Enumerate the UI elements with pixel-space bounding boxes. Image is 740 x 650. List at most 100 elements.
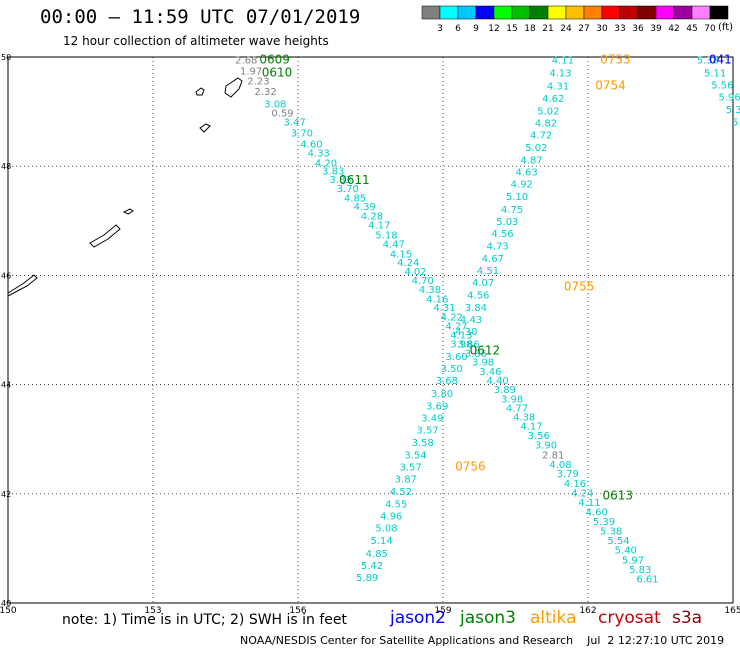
wave-height-point: 4.73 — [487, 241, 509, 252]
legend-swatch — [673, 5, 693, 20]
legend-swatch — [457, 5, 477, 20]
wave-height-point: 5.02 — [525, 143, 547, 154]
legend-tick-label: 42 — [668, 24, 679, 34]
y-tick-label: 50 — [1, 53, 11, 62]
coastline-outline — [89, 224, 121, 248]
wave-height-point: 3.70 — [337, 184, 359, 195]
legend-tick-label: 33 — [614, 24, 625, 34]
legend-swatch — [709, 5, 729, 20]
wave-height-point: 5.96 — [719, 92, 740, 103]
wave-height-point: 3.69 — [426, 401, 448, 412]
wave-height-point: 3.57 — [400, 463, 422, 474]
credit-line: NOAA/NESDIS Center for Satellite Applica… — [240, 634, 725, 647]
wave-height-point: 3.49 — [421, 413, 443, 424]
wave-height-point: 3.98 — [472, 358, 494, 369]
wave-height-point: 1.97 — [240, 67, 262, 78]
wave-height-point: 3.98 — [450, 340, 472, 351]
wave-height-point: 5.11 — [704, 68, 726, 79]
wave-height-point: 4.17 — [520, 422, 542, 433]
x-tick-label: 162 — [579, 606, 596, 616]
wave-height-point: 3.83 — [322, 167, 344, 178]
wave-height-point: 3.98 — [501, 394, 523, 405]
wave-height-point: 5.03 — [496, 217, 518, 228]
legend-tick-label: 36 — [632, 24, 644, 34]
wave-height-point: 4.47 — [383, 240, 405, 251]
wave-height-point: 5.39 — [593, 517, 615, 528]
pass-time-label: 041 — [709, 53, 732, 67]
wave-height-point: 4.27 — [445, 322, 467, 333]
wave-height-point: 5.08 — [375, 524, 397, 535]
wave-height-point: 4.07 — [472, 278, 494, 289]
legend-tick-label: 3 — [437, 24, 443, 34]
legend-swatch — [565, 5, 585, 20]
satellite-legend-jason2: jason2 — [390, 608, 446, 628]
legend-tick-label: 15 — [506, 24, 517, 34]
legend-tick-label: 12 — [488, 24, 499, 34]
legend-tick-label: 70 — [704, 24, 716, 34]
y-tick-label: 42 — [1, 490, 11, 499]
wave-height-point: 4.38 — [513, 412, 535, 423]
wave-height-point: 4.67 — [482, 254, 504, 265]
y-tick-label: 40 — [1, 599, 11, 608]
legend-unit: (ft) — [718, 22, 734, 33]
wave-height-point: 5.40 — [615, 545, 637, 556]
wave-height-point: 4.38 — [419, 285, 441, 296]
legend-tick-label: 39 — [650, 24, 662, 34]
legend-tick-label: 45 — [686, 24, 697, 34]
wave-height-point: 4.13 — [549, 68, 571, 79]
wave-height-point: 4.56 — [491, 229, 513, 240]
wave-height-point: 4.55 — [385, 500, 407, 511]
wave-height-point: 4.92 — [511, 180, 533, 191]
wave-height-point: 5.83 — [629, 565, 651, 576]
y-tick-label: 48 — [1, 162, 11, 171]
wave-height-point: 3.70 — [291, 128, 313, 139]
wave-height-point: 3.80 — [431, 389, 453, 400]
wave-height-point: 4.85 — [344, 193, 366, 204]
pass-time-label: 0613 — [603, 488, 634, 502]
wave-height-point: 3.50 — [441, 364, 463, 375]
wave-height-point: 6.61 — [636, 574, 658, 585]
x-tick-label: 150 — [0, 606, 17, 616]
wave-height-point: 5.10 — [506, 192, 528, 203]
wave-height-point: 4.17 — [368, 221, 390, 232]
satellite-legend-cryosat: cryosat — [598, 608, 661, 628]
legend-tick-label: 24 — [560, 24, 572, 34]
wave-height-point: 4.51 — [477, 266, 499, 277]
legend-swatch — [421, 5, 441, 20]
legend-tick-label: 18 — [524, 24, 536, 34]
wave-height-point: 4.30 — [455, 327, 477, 338]
wave-height-point: 4.02 — [404, 267, 426, 278]
wave-height-point: 3.46 — [479, 367, 501, 378]
wave-height-point: 4.60 — [586, 507, 608, 518]
wave-height-point: 4.39 — [354, 202, 376, 213]
wave-height-point: 4.16 — [426, 294, 448, 305]
y-tick-label: 44 — [1, 381, 11, 390]
wave-height-point: 4.24 — [571, 489, 593, 500]
wave-height-point: 4.31 — [433, 303, 455, 314]
legend-swatch — [655, 5, 675, 20]
x-tick-label: 156 — [289, 606, 306, 616]
wave-height-point: 2.32 — [255, 87, 277, 98]
wave-height-point: 5.54 — [607, 536, 629, 547]
legend-swatch — [637, 5, 657, 20]
wave-height-point: 5 — [732, 117, 738, 128]
legend-tick-label: 21 — [542, 24, 553, 34]
satellite-legend-s3a: s3a — [672, 608, 703, 628]
legend-swatch — [601, 5, 621, 20]
legend-tick-label: 6 — [455, 24, 461, 34]
legend-tick-label: 27 — [578, 24, 589, 34]
wave-height-point: 4.85 — [366, 549, 388, 560]
wave-height-point: 3.56 — [528, 431, 550, 442]
chart-title: 00:00 – 11:59 UTC 07/01/2019 — [40, 6, 361, 28]
legend-tick-label: 9 — [473, 24, 479, 34]
wave-height-point: 5.14 — [371, 536, 393, 547]
wave-height-point: 2.68 — [235, 56, 257, 67]
wave-height-point: 4.62 — [542, 94, 564, 105]
wave-height-point: 5.56 — [711, 80, 733, 91]
chart-subtitle: 12 hour collection of altimeter wave hei… — [63, 34, 329, 48]
x-tick-label: 159 — [434, 606, 451, 616]
pass-time-label: 0610 — [262, 65, 293, 79]
wave-height-point: 3.54 — [404, 450, 426, 461]
wave-height-point: 5.97 — [622, 555, 644, 566]
